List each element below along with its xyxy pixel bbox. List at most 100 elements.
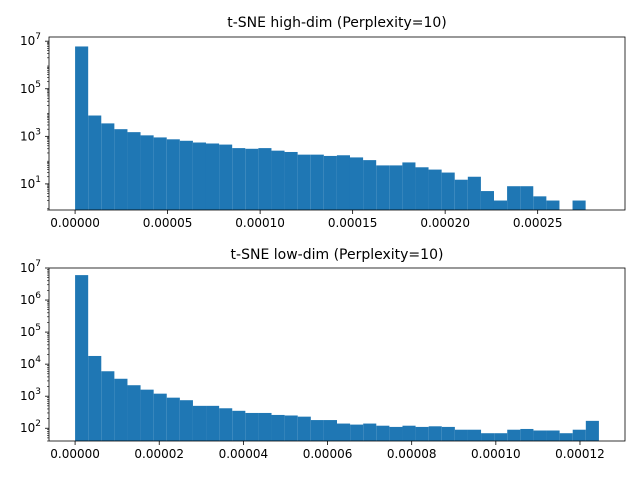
histogram-bar — [232, 148, 246, 210]
histogram-bar — [258, 412, 272, 441]
histogram-bar — [349, 157, 364, 210]
histogram-bar — [297, 154, 311, 210]
x-axis-low-dim: 0.00000 0.00002 0.00004 0.00006 0.00008 0.000… — [50, 441, 605, 461]
histogram-bar — [363, 160, 377, 210]
histogram-bar — [192, 405, 207, 441]
histogram-bar — [166, 397, 180, 441]
chart-title-low-dim: t-SNE low-dim (Perplexity=10) — [231, 247, 444, 263]
histogram-bar — [493, 200, 508, 210]
histogram-bar — [88, 355, 102, 441]
histogram-bar — [114, 378, 128, 441]
histogram-bar — [585, 420, 599, 441]
histogram-bar — [310, 420, 324, 441]
histogram-bar — [389, 426, 403, 441]
x-tick-label: 0.00006 — [303, 447, 353, 461]
histogram-bar — [441, 172, 455, 210]
histogram-bar — [153, 137, 167, 210]
histogram-bar — [88, 115, 102, 210]
histogram-bar — [323, 155, 337, 210]
histogram-bar — [533, 196, 547, 210]
histogram-bar — [323, 420, 337, 441]
histogram-bar — [402, 162, 416, 210]
histogram-bar — [376, 425, 390, 441]
histogram-bar — [572, 429, 586, 441]
histogram-bar — [245, 148, 259, 210]
histogram-bars-high-dim — [75, 46, 586, 211]
y-axis-high-dim: 101 103 105 107 — [20, 32, 49, 211]
histogram-bar — [337, 423, 351, 441]
histogram-bar — [441, 426, 455, 441]
histogram-bar — [546, 430, 560, 441]
histogram-bar — [310, 154, 324, 210]
histogram-bar — [75, 46, 89, 211]
x-tick-label: 0.00010 — [235, 216, 285, 230]
histogram-bar — [206, 405, 220, 441]
histogram-bar — [271, 150, 285, 210]
chart-panel-low-dim: t-SNE low-dim (Perplexity=10) 0.00000 0.0… — [20, 247, 626, 461]
histogram-bar — [480, 191, 494, 210]
x-tick-label: 0.00020 — [420, 216, 470, 230]
histogram-bar — [533, 430, 547, 441]
x-tick-label: 0.00010 — [471, 447, 521, 461]
histogram-bar — [572, 200, 586, 210]
x-tick-label: 0.00025 — [513, 216, 563, 230]
x-tick-label: 0.00004 — [219, 447, 269, 461]
histogram-bar — [284, 415, 298, 441]
histogram-bar — [140, 135, 154, 210]
histogram-bar — [428, 169, 442, 210]
histogram-bar — [559, 433, 573, 441]
x-tick-label: 0.00015 — [328, 216, 378, 230]
histogram-bar — [336, 155, 350, 210]
y-axis-low-dim: 102 103 104 105 106 107 — [20, 259, 49, 442]
histogram-bar — [389, 165, 403, 210]
histogram-bar — [402, 425, 416, 441]
x-axis-high-dim: 0.00000 0.00005 0.00010 0.00015 0.00020 0.000… — [50, 210, 562, 230]
x-tick-label: 0.00000 — [50, 216, 100, 230]
y-tick-label: 107 — [20, 259, 41, 275]
histogram-bar — [205, 143, 220, 210]
y-tick-label: 107 — [20, 32, 41, 48]
histogram-bar — [127, 385, 141, 441]
histogram-bar — [507, 429, 521, 441]
histogram-bar — [467, 176, 481, 210]
x-tick-label: 0.00012 — [555, 447, 605, 461]
histogram-bar — [140, 389, 154, 441]
histogram-bar — [153, 393, 167, 441]
histogram-bar — [179, 140, 193, 210]
histogram-bar — [166, 139, 180, 210]
y-tick-label: 103 — [20, 387, 41, 403]
y-tick-label: 104 — [20, 355, 41, 371]
histogram-bar — [415, 426, 429, 441]
y-tick-label: 105 — [20, 80, 41, 96]
x-tick-label: 0.00005 — [143, 216, 193, 230]
histogram-bar — [179, 400, 193, 441]
histogram-bar — [232, 410, 246, 441]
chart-title-high-dim: t-SNE high-dim (Perplexity=10) — [227, 15, 447, 31]
plot-frame-high-dim — [48, 36, 626, 211]
y-tick-label: 102 — [20, 419, 41, 435]
histogram-bar — [271, 414, 285, 441]
histogram-bars-low-dim — [75, 275, 599, 441]
histogram-bar — [297, 416, 311, 441]
histogram-bar — [114, 129, 128, 210]
histogram-bar — [507, 186, 521, 210]
histogram-bar — [520, 186, 534, 210]
y-tick-label: 105 — [20, 323, 41, 339]
histogram-bar — [284, 151, 298, 210]
histogram-bar — [245, 412, 259, 441]
histogram-bar — [363, 423, 377, 441]
histogram-bar — [546, 200, 560, 210]
x-tick-label: 0.00008 — [387, 447, 437, 461]
histogram-bar — [101, 123, 115, 210]
histogram-bar — [350, 424, 364, 441]
histogram-bar — [219, 144, 233, 210]
histogram-bar — [219, 408, 233, 441]
histogram-bar — [101, 371, 115, 441]
histogram-bar — [467, 429, 482, 441]
y-tick-label: 106 — [20, 291, 41, 307]
histogram-bar — [520, 428, 534, 441]
histogram-bar — [415, 167, 429, 210]
histogram-bar — [75, 275, 89, 441]
y-tick-label: 103 — [20, 127, 41, 143]
